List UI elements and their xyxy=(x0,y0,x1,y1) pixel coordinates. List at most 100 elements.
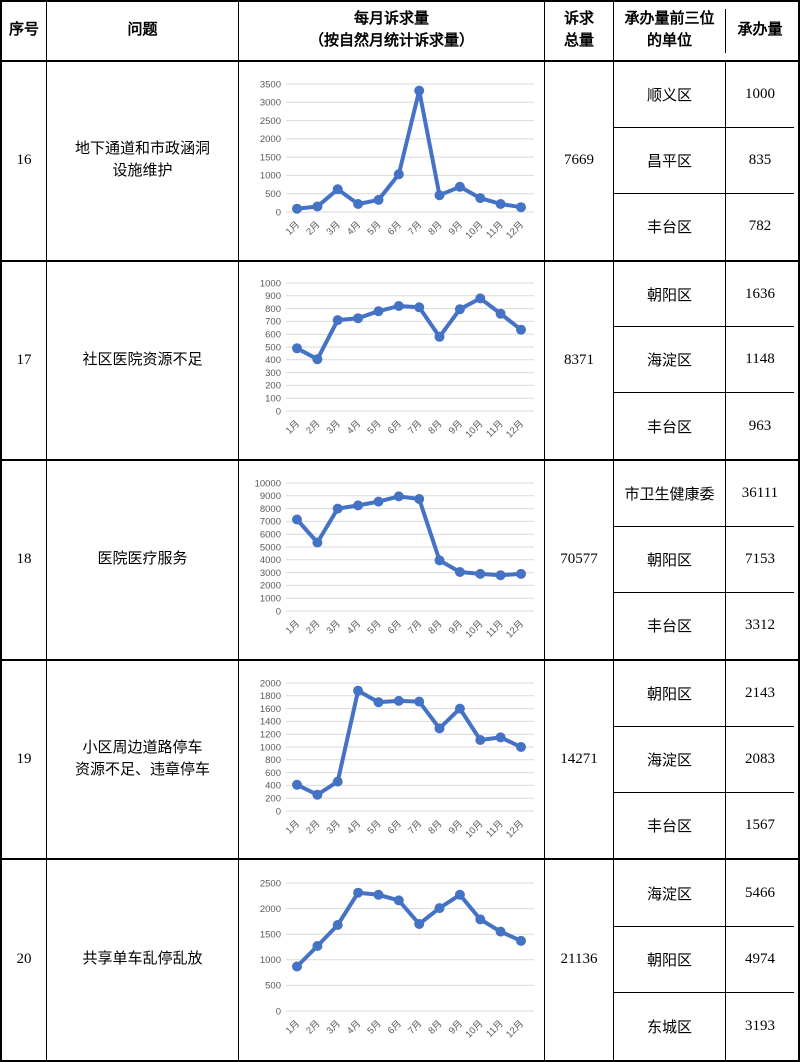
unit-name: 东城区 xyxy=(614,993,726,1060)
unit-volume: 36111 xyxy=(726,461,794,528)
svg-text:6月: 6月 xyxy=(385,419,403,437)
svg-text:10月: 10月 xyxy=(463,1019,485,1041)
table-header-row: 序号 问题 每月诉求量 （按自然月统计诉求量） 诉求 总量 承办量前三位 的单位… xyxy=(2,2,798,62)
row-problem: 地下通道和市政涵洞 设施维护 xyxy=(47,62,239,260)
svg-text:500: 500 xyxy=(265,189,281,200)
svg-text:12月: 12月 xyxy=(504,1019,526,1041)
svg-text:7月: 7月 xyxy=(406,419,424,437)
unit-name: 顺义区 xyxy=(614,62,726,128)
row-seq: 16 xyxy=(2,62,47,260)
svg-text:11月: 11月 xyxy=(484,1019,505,1040)
unit-volume: 4974 xyxy=(726,927,794,994)
svg-text:800: 800 xyxy=(265,304,281,315)
svg-text:1000: 1000 xyxy=(259,170,280,181)
svg-text:3500: 3500 xyxy=(259,79,280,90)
svg-text:3000: 3000 xyxy=(259,97,280,108)
svg-text:0: 0 xyxy=(275,407,280,418)
svg-text:1200: 1200 xyxy=(259,729,280,740)
row-problem: 医院医疗服务 xyxy=(47,461,239,659)
svg-text:2500: 2500 xyxy=(259,116,280,127)
svg-text:100: 100 xyxy=(265,394,281,405)
svg-text:6月: 6月 xyxy=(385,219,403,237)
svg-text:12月: 12月 xyxy=(504,818,526,840)
svg-text:3月: 3月 xyxy=(324,219,342,237)
svg-text:12月: 12月 xyxy=(504,419,526,441)
svg-text:1400: 1400 xyxy=(259,716,280,727)
monthly-chart-cell: 0 500 1000 1500 2000 2500 1月 2月 3月 4月 5月 6月 7月 8月 9月 10… xyxy=(239,860,545,1060)
table-row-17: 17 社区医院资源不足 0 100 200 300 400 500 600 700 800 900… xyxy=(2,261,798,462)
svg-text:8月: 8月 xyxy=(426,1019,444,1037)
unit-volume: 3312 xyxy=(745,617,775,634)
unit-name: 丰台区 xyxy=(614,193,726,260)
svg-text:10月: 10月 xyxy=(463,219,485,241)
monthly-chart-cell: 0 1000 2000 3000 4000 5000 6000 7000 8000 9000 100… xyxy=(239,461,545,659)
table-row-18: 18 医院医疗服务 0 1000 2000 3000 4000 5000 6000 7000 8… xyxy=(2,461,798,661)
line-chart: 0 500 1000 1500 2000 2500 1月 2月 3月 4月 5月 6月 7月 8月 9月10… xyxy=(259,878,534,1041)
row-seq: 20 xyxy=(2,860,47,1060)
units-volume-subtable: 市卫生健康委 36111 朝阳区 7153 丰台区 3312 xyxy=(614,461,794,659)
row-problem: 共享单车乱停乱放 xyxy=(47,860,239,1060)
svg-text:5月: 5月 xyxy=(365,818,383,836)
row-problem: 小区周边道路停车 资源不足、违章停车 xyxy=(47,660,239,859)
unit-volume: 1636 xyxy=(726,262,794,328)
unit-name: 昌平区 xyxy=(614,127,726,194)
svg-text:600: 600 xyxy=(265,330,281,341)
unit-name: 丰台区 xyxy=(614,592,726,659)
svg-text:2500: 2500 xyxy=(259,878,280,889)
unit-volume: 2143 xyxy=(726,661,794,727)
svg-text:2000: 2000 xyxy=(259,904,280,915)
unit-name: 丰台区 xyxy=(614,393,726,460)
svg-text:9月: 9月 xyxy=(446,219,464,237)
svg-text:1月: 1月 xyxy=(283,219,301,237)
unit-name: 丰台区 xyxy=(614,792,726,859)
svg-text:9月: 9月 xyxy=(446,419,464,437)
header-units-volume: 承办量前三位 的单位 承办量 xyxy=(614,2,794,60)
svg-text:2月: 2月 xyxy=(304,1019,322,1037)
svg-text:3月: 3月 xyxy=(324,818,342,836)
unit-volume: 835 xyxy=(726,128,794,194)
svg-text:10000: 10000 xyxy=(254,478,280,489)
svg-text:2月: 2月 xyxy=(304,219,322,237)
header-volume: 承办量 xyxy=(737,22,783,39)
unit-name: 海淀区 xyxy=(614,726,726,793)
svg-text:9000: 9000 xyxy=(259,491,280,502)
svg-text:1500: 1500 xyxy=(259,930,280,941)
unit-name: 朝阳区 xyxy=(614,660,726,727)
row-total: 7669 xyxy=(545,62,614,260)
svg-text:7月: 7月 xyxy=(406,1019,424,1037)
svg-text:2月: 2月 xyxy=(304,618,322,636)
svg-text:900: 900 xyxy=(265,291,281,302)
units-volume-subtable: 朝阳区 2143 海淀区 2083 丰台区 1567 xyxy=(614,660,794,859)
svg-text:6月: 6月 xyxy=(385,618,403,636)
svg-text:7月: 7月 xyxy=(406,818,424,836)
svg-text:0: 0 xyxy=(275,806,280,817)
svg-text:11月: 11月 xyxy=(484,818,505,839)
unit-name: 朝阳区 xyxy=(614,926,726,994)
svg-text:7000: 7000 xyxy=(259,517,280,528)
svg-text:1000: 1000 xyxy=(259,593,280,604)
svg-text:0: 0 xyxy=(275,1006,280,1017)
unit-volume: 963 xyxy=(748,417,772,434)
row-seq: 17 xyxy=(2,261,47,460)
line-chart: 0 500 1000 1500 2000 2500 3000 3500 1月 2月 3月 4月 5月 6月… xyxy=(259,79,534,241)
row-total: 21136 xyxy=(545,860,614,1060)
svg-text:8月: 8月 xyxy=(426,618,444,636)
svg-text:10月: 10月 xyxy=(463,818,485,840)
svg-text:1月: 1月 xyxy=(283,1019,301,1037)
svg-text:10月: 10月 xyxy=(463,419,485,441)
svg-text:5月: 5月 xyxy=(365,219,383,237)
monthly-chart-cell: 0 500 1000 1500 2000 2500 3000 3500 1月 2月 3月 4月 5月 6月… xyxy=(239,62,545,260)
svg-text:1000: 1000 xyxy=(259,279,280,290)
svg-text:1月: 1月 xyxy=(283,818,301,836)
svg-text:4月: 4月 xyxy=(344,818,362,836)
svg-text:5月: 5月 xyxy=(365,419,383,437)
svg-text:200: 200 xyxy=(265,793,281,804)
svg-text:9月: 9月 xyxy=(446,818,464,836)
svg-text:700: 700 xyxy=(265,317,281,328)
svg-text:5月: 5月 xyxy=(365,1019,383,1037)
svg-text:6000: 6000 xyxy=(259,529,280,540)
svg-text:300: 300 xyxy=(265,368,281,379)
